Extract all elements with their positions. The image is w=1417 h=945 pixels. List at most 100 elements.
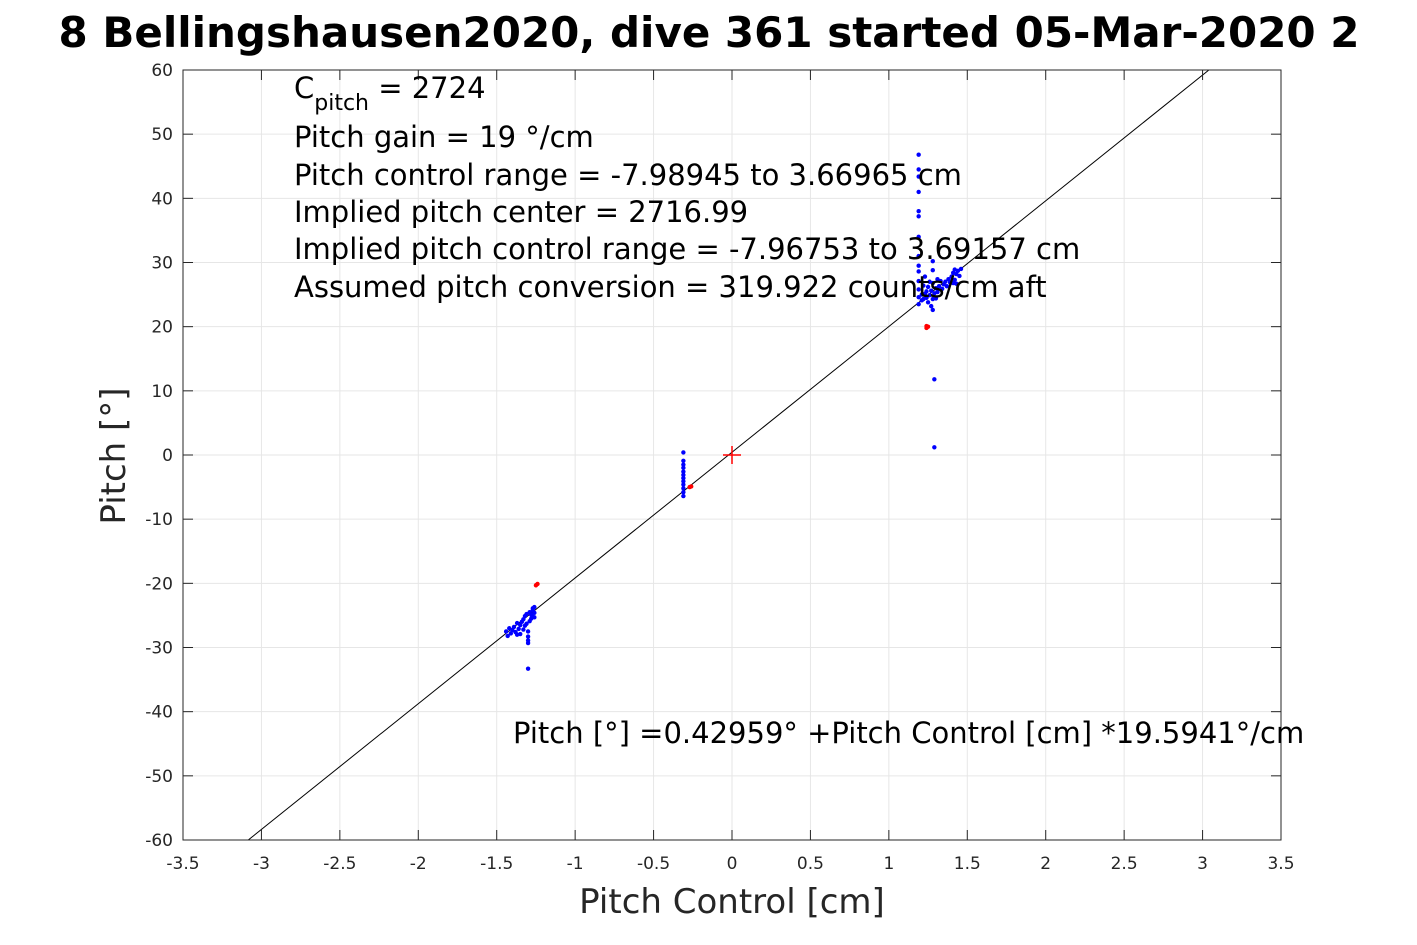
center-marker-layer bbox=[723, 446, 741, 464]
data-point-blue bbox=[681, 450, 686, 455]
data-point-blue bbox=[958, 266, 964, 272]
data-point-blue bbox=[916, 269, 921, 274]
data-point-blue bbox=[949, 274, 954, 279]
fit-equation-label: Pitch [°] =0.42959° +Pitch Control [cm] … bbox=[513, 716, 1304, 750]
data-point-blue bbox=[916, 174, 921, 179]
data-point-blue bbox=[532, 610, 537, 616]
data-point-blue bbox=[681, 465, 686, 471]
data-point-blue bbox=[916, 208, 921, 214]
data-point-blue bbox=[681, 472, 686, 478]
data-point-blue bbox=[503, 629, 509, 634]
x-tick-label: -0.5 bbox=[637, 854, 670, 874]
data-point-blue bbox=[681, 475, 686, 481]
data-point-blue bbox=[916, 152, 921, 157]
x-tick-label: -3.5 bbox=[166, 854, 199, 874]
x-tick-label: 1.5 bbox=[954, 854, 981, 874]
data-point-blue bbox=[916, 214, 921, 219]
grid-lines bbox=[183, 70, 1281, 840]
y-tick-label: -50 bbox=[145, 767, 173, 787]
data-point-red bbox=[924, 325, 929, 331]
data-point-blue bbox=[916, 234, 921, 240]
data-point-blue bbox=[525, 666, 531, 671]
y-tick-label: 30 bbox=[151, 254, 173, 274]
x-tick-label: -1.5 bbox=[480, 854, 513, 874]
data-point-blue bbox=[939, 286, 945, 292]
data-point-blue bbox=[525, 634, 531, 639]
x-tick-label: 3.5 bbox=[1267, 854, 1294, 874]
data-point-red bbox=[533, 583, 539, 588]
data-point-red bbox=[689, 484, 694, 489]
y-tick-label: -20 bbox=[145, 574, 173, 594]
y-axis-label: Pitch [°] bbox=[94, 387, 134, 524]
data-point-blue bbox=[925, 284, 931, 290]
data-point-blue bbox=[916, 278, 921, 284]
c-pitch-subscript: pitch bbox=[314, 91, 369, 116]
data-point-blue bbox=[532, 604, 537, 610]
data-point-blue bbox=[944, 284, 950, 289]
data-point-blue bbox=[681, 469, 686, 474]
data-point-blue bbox=[916, 263, 921, 268]
x-tick-label: -2 bbox=[410, 854, 427, 874]
data-point-blue bbox=[943, 279, 948, 284]
c-pitch-value: = 2724 bbox=[369, 71, 486, 105]
data-point-blue bbox=[516, 626, 521, 632]
data-point-blue bbox=[681, 490, 686, 495]
data-point-blue bbox=[936, 284, 942, 289]
data-point-blue bbox=[518, 631, 523, 637]
data-point-blue bbox=[532, 615, 537, 620]
data-point-blue bbox=[681, 462, 686, 467]
x-tick-label: -1 bbox=[567, 854, 584, 874]
data-point-blue bbox=[932, 377, 937, 382]
data-point-blue bbox=[957, 273, 962, 279]
data-point-blue bbox=[924, 289, 929, 294]
data-point-blue bbox=[916, 302, 921, 307]
data-point-blue bbox=[916, 253, 921, 259]
data-point-blue bbox=[929, 288, 934, 293]
data-point-blue bbox=[521, 627, 526, 632]
y-tick-label: -30 bbox=[145, 639, 173, 659]
data-point-blue bbox=[930, 259, 935, 264]
data-point-blue bbox=[932, 445, 937, 450]
c-pitch-base: C bbox=[294, 71, 314, 105]
data-point-blue bbox=[681, 486, 686, 491]
data-point-blue bbox=[929, 303, 934, 309]
data-point-blue bbox=[681, 493, 686, 499]
annotation-block: Cpitch = 2724 Pitch gain = 19 °/cm Pitch… bbox=[294, 71, 1080, 304]
annotation-assumed-pitch-conversion: Assumed pitch conversion = 319.922 count… bbox=[294, 270, 1047, 304]
data-point-blue bbox=[916, 287, 921, 292]
y-tick-label: 0 bbox=[162, 446, 173, 466]
y-tick-label: -10 bbox=[145, 510, 173, 530]
data-point-blue bbox=[927, 293, 932, 298]
data-point-blue bbox=[525, 640, 531, 646]
annotation-implied-pitch-control-range: Implied pitch control range = -7.96753 t… bbox=[294, 232, 1080, 266]
axis-ticks: -3.5 -3 -2.5 -2 -1.5 -1 -0.5 0 0.5 1 1.5 2 2.5 3 3.5 60… bbox=[145, 61, 1294, 874]
x-tick-label: 0.5 bbox=[797, 854, 824, 874]
data-point-blue bbox=[930, 268, 935, 273]
data-point-blue bbox=[952, 277, 957, 283]
y-tick-label: 60 bbox=[151, 61, 173, 81]
data-point-blue bbox=[933, 296, 939, 301]
x-tick-label: 1 bbox=[883, 854, 894, 874]
data-point-blue bbox=[916, 294, 921, 300]
y-tick-label: 50 bbox=[151, 125, 173, 145]
data-point-blue bbox=[505, 633, 510, 639]
x-tick-label: 2.5 bbox=[1111, 854, 1138, 874]
data-point-blue bbox=[511, 624, 517, 630]
annotation-implied-pitch-center: Implied pitch center = 2716.99 bbox=[294, 195, 748, 229]
data-point-blue bbox=[525, 629, 531, 634]
data-point-blue bbox=[938, 278, 943, 284]
x-tick-label: 3 bbox=[1197, 854, 1208, 874]
y-tick-label: -40 bbox=[145, 703, 173, 723]
data-point-blue bbox=[921, 283, 926, 288]
data-point-blue bbox=[524, 621, 529, 626]
x-tick-label: 2 bbox=[1040, 854, 1051, 874]
data-point-blue bbox=[935, 289, 940, 295]
data-point-blue bbox=[954, 281, 959, 286]
annotation-pitch-gain: Pitch gain = 19 °/cm bbox=[294, 120, 594, 154]
y-tick-label: 20 bbox=[151, 318, 173, 338]
data-point-blue bbox=[922, 274, 928, 279]
y-tick-label: -60 bbox=[145, 831, 173, 851]
annotation-pitch-control-range: Pitch control range = -7.98945 to 3.6696… bbox=[294, 158, 962, 192]
